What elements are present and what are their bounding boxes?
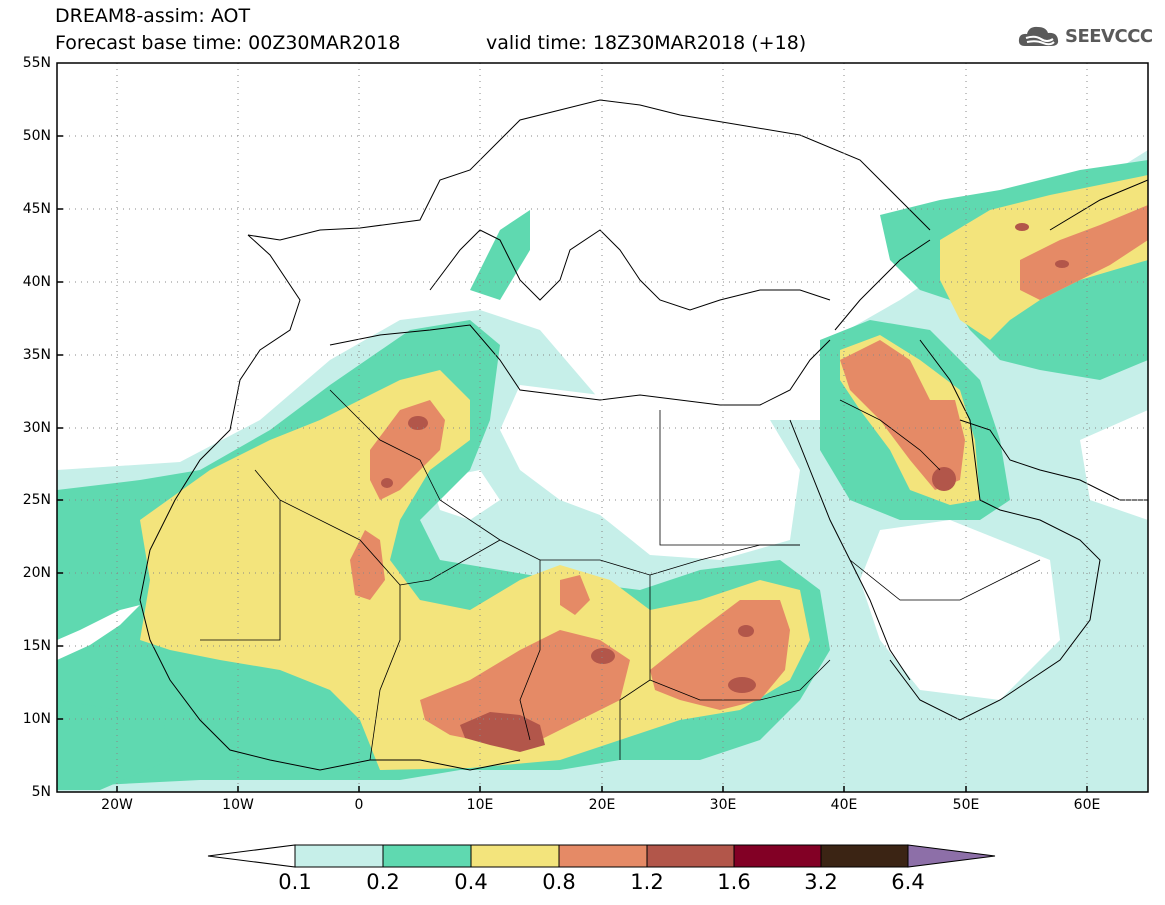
colorbar-swatch-7 bbox=[820, 844, 909, 868]
coastlines bbox=[139, 99, 1148, 771]
lat-label-20n: 20N bbox=[22, 565, 51, 581]
lat-label-15n: 15N bbox=[22, 638, 51, 654]
colorbar-over bbox=[907, 844, 996, 868]
colorbar-label-6.4: 6.4 bbox=[891, 870, 925, 894]
lat-label-10n: 10N bbox=[22, 711, 51, 727]
lat-label-35n: 35N bbox=[22, 347, 51, 363]
valid-time: valid time: 18Z30MAR2018 (+18) bbox=[486, 32, 807, 54]
colorbar-swatch-3 bbox=[470, 844, 560, 868]
aot-clear-areas bbox=[430, 385, 1148, 700]
lat-label-25n: 25N bbox=[22, 492, 51, 508]
colorbar-swatch-1 bbox=[294, 844, 384, 868]
colorbar-label-1.2: 1.2 bbox=[630, 870, 664, 894]
colorbar bbox=[207, 844, 996, 868]
lon-label-0: 0 bbox=[354, 797, 364, 813]
colorbar-swatch-5 bbox=[646, 844, 735, 868]
axis-ticks bbox=[57, 135, 1088, 792]
colorbar-label-0.4: 0.4 bbox=[454, 870, 488, 894]
lon-label-10e: 10E bbox=[466, 797, 494, 813]
lon-label-30e: 30E bbox=[709, 797, 737, 813]
lat-label-40n: 40N bbox=[22, 274, 51, 290]
colorbar-swatch-2 bbox=[382, 844, 472, 868]
colorbar-label-3.2: 3.2 bbox=[804, 870, 838, 894]
lon-label-50e: 50E bbox=[952, 797, 980, 813]
map-title: DREAM8-assim: AOT bbox=[55, 5, 251, 27]
lat-label-45n: 45N bbox=[22, 201, 51, 217]
colorbar-swatch-4 bbox=[558, 844, 648, 868]
colorbar-swatch-6 bbox=[733, 844, 822, 868]
colorbar-label-1.6: 1.6 bbox=[717, 870, 751, 894]
lon-label-60e: 60E bbox=[1073, 797, 1101, 813]
lon-label-20w: 20W bbox=[101, 797, 133, 813]
aot-clear-coast bbox=[57, 605, 140, 660]
colorbar-label-0.8: 0.8 bbox=[542, 870, 576, 894]
lat-label-30n: 30N bbox=[22, 420, 51, 436]
lat-label-50n: 50N bbox=[22, 128, 51, 144]
forecast-base-time: Forecast base time: 00Z30MAR2018 bbox=[55, 32, 401, 54]
logo-text: SEEVCCC bbox=[1065, 25, 1153, 47]
cloud-icon bbox=[1018, 26, 1059, 46]
colorbar-label-0.2: 0.2 bbox=[366, 870, 400, 894]
lat-label-5n: 5N bbox=[31, 784, 51, 800]
colorbar-under bbox=[207, 844, 296, 868]
logo: SEEVCCC bbox=[1017, 22, 1153, 50]
country-borders bbox=[200, 389, 1041, 761]
lat-label-55n: 55N bbox=[22, 55, 51, 71]
lon-label-40e: 40E bbox=[830, 797, 858, 813]
colorbar-label-0.1: 0.1 bbox=[278, 870, 312, 894]
lon-label-20e: 20E bbox=[588, 797, 616, 813]
lon-label-10w: 10W bbox=[222, 797, 254, 813]
aot-band-1.2 bbox=[381, 223, 1069, 752]
